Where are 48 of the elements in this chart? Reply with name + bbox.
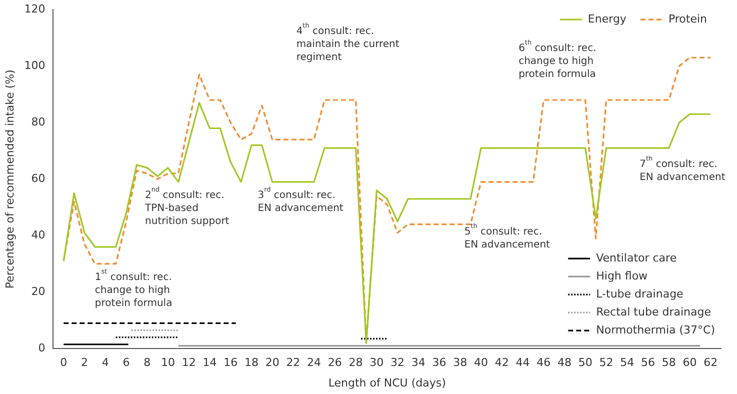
x-tick-label: 40	[474, 356, 488, 370]
legend-label: Protein	[668, 12, 708, 26]
legend-label: High flow	[596, 269, 648, 282]
x-axis-title: Length of NCU (days)	[328, 376, 446, 390]
x-tick-label: 50	[578, 356, 592, 370]
x-tick-label: 16	[224, 356, 238, 370]
y-axis-title: Percentage of recommended intake (%)	[3, 70, 16, 289]
x-tick-label: 38	[453, 356, 468, 370]
x-tick-label: 20	[265, 356, 280, 370]
x-tick-label: 0	[60, 356, 68, 370]
x-tick-label: 26	[328, 356, 342, 370]
x-tick-label: 46	[536, 356, 551, 370]
y-tick-label: 0	[38, 341, 46, 354]
legend-label: L-tube drainage	[596, 287, 684, 300]
x-tick-label: 44	[516, 356, 530, 370]
y-tick-label: 20	[31, 284, 46, 298]
x-tick-label: 14	[202, 356, 217, 370]
x-tick-label: 8	[144, 356, 151, 370]
y-tick-label: 120	[24, 2, 46, 16]
legend-label: Normothermia (37°C)	[596, 323, 716, 336]
x-tick-label: 6	[122, 356, 130, 370]
x-tick-label: 56	[640, 356, 655, 370]
legend-label: Energy	[588, 12, 627, 26]
legend-label: Rectal tube drainage	[596, 305, 712, 318]
x-tick-label: 34	[411, 356, 426, 370]
legend-label: Ventilator care	[596, 251, 677, 264]
x-tick-label: 60	[682, 356, 697, 370]
y-tick-label: 60	[31, 172, 46, 185]
x-tick-label: 24	[307, 356, 322, 370]
y-tick-label: 40	[31, 228, 46, 242]
x-tick-label: 22	[286, 356, 300, 370]
x-tick-label: 28	[348, 356, 363, 370]
x-tick-label: 52	[599, 356, 614, 370]
x-tick-label: 18	[244, 356, 258, 370]
x-tick-label: 12	[182, 356, 196, 370]
x-tick-label: 2	[81, 356, 88, 370]
x-tick-label: 42	[494, 356, 509, 370]
x-tick-label: 30	[370, 356, 384, 370]
x-tick-label: 4	[102, 356, 109, 370]
x-tick-label: 36	[432, 356, 446, 370]
x-tick-label: 54	[620, 356, 634, 370]
x-tick-label: 62	[704, 356, 718, 370]
x-tick-label: 48	[557, 356, 572, 370]
x-tick-label: 32	[390, 356, 405, 370]
y-tick-label: 80	[31, 115, 46, 128]
y-tick-label: 100	[24, 58, 46, 72]
x-tick-label: 58	[662, 356, 676, 370]
x-tick-label: 10	[160, 356, 175, 370]
